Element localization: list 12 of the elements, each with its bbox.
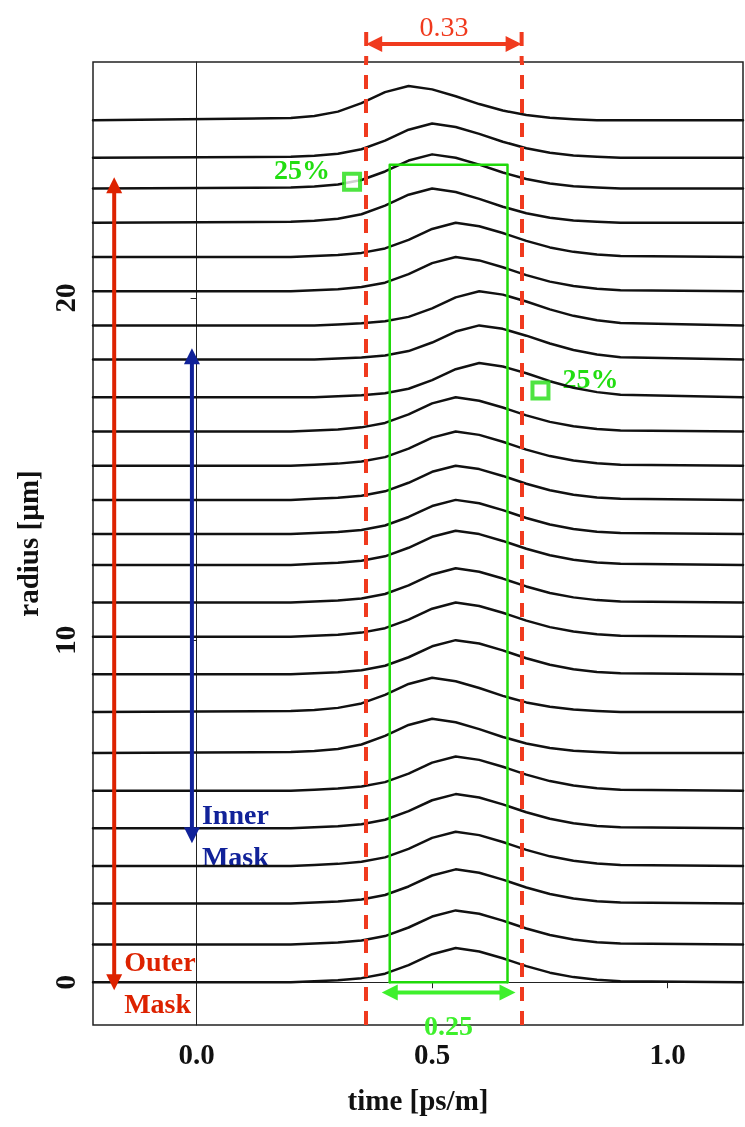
x-axis-title: time [ps/m] <box>347 1083 489 1116</box>
annotation: Outer Mask <box>124 945 203 1019</box>
x-tick-label: 0.5 <box>414 1037 451 1070</box>
annotation: 25% <box>562 362 619 394</box>
y-tick-label: 10 <box>48 625 81 655</box>
text: 0.33 <box>419 10 469 42</box>
annotation: 25% <box>274 154 331 186</box>
y-axis-title: radius [µm] <box>11 470 44 617</box>
x-tick-label: 0.0 <box>178 1037 215 1070</box>
y-tick-label: 20 <box>48 283 81 313</box>
x-tick-label: 1.0 <box>649 1037 686 1070</box>
y-tick-label: 0 <box>48 974 81 990</box>
